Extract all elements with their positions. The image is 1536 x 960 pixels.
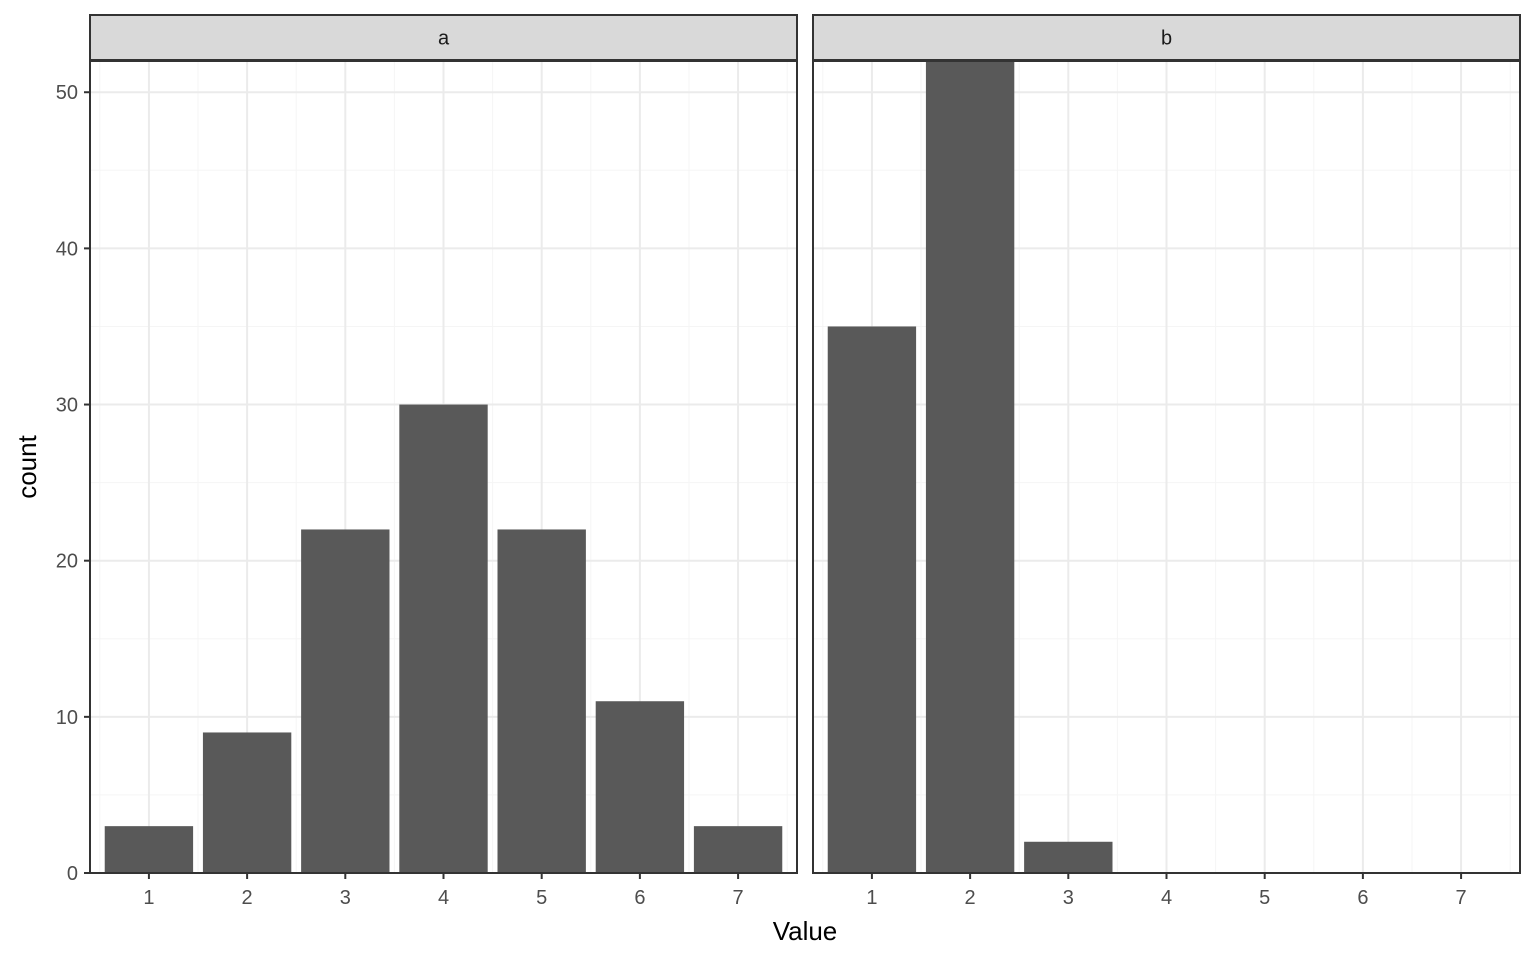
x-tick-label: 3 [340, 887, 351, 909]
y-tick-label: 30 [56, 395, 78, 417]
y-tick-label: 40 [56, 238, 78, 260]
x-tick-label: 5 [536, 887, 547, 909]
bar-b-1 [827, 326, 917, 873]
facet-strip [812, 14, 1521, 61]
x-tick-label: 6 [634, 887, 645, 909]
facet-panel-a: a 1 2 3 4 5 6 7 [89, 14, 798, 909]
bar-a-4 [399, 404, 488, 873]
y-axis-title: count [12, 434, 42, 498]
x-tick-label: 4 [438, 887, 449, 909]
x-tick-label: 6 [1357, 887, 1368, 909]
facet-panel-b: b 1 2 3 4 5 6 7 [812, 14, 1521, 909]
bar-a-2 [202, 732, 292, 873]
x-tick-label: 2 [242, 887, 253, 909]
x-axis-title: Value [773, 916, 838, 946]
x-tick-label: 1 [866, 887, 877, 909]
x-tick-label: 7 [733, 887, 744, 909]
y-tick-label: 20 [56, 551, 78, 573]
y-tick-label: 50 [56, 82, 78, 104]
facet-strip-label: b [1161, 28, 1172, 50]
y-axis: 0 10 20 30 40 50 [56, 82, 90, 885]
x-tick-label: 3 [1063, 887, 1074, 909]
bar-a-1 [104, 826, 194, 873]
bar-a-7 [693, 826, 783, 873]
facet-strip-label: a [438, 28, 450, 50]
bar-a-6 [595, 701, 685, 873]
bar-a-5 [497, 529, 586, 873]
x-tick-label: 4 [1161, 887, 1172, 909]
x-tick-label: 1 [143, 887, 154, 909]
bar-a-3 [301, 529, 390, 873]
bar-b-2 [925, 61, 1015, 873]
facet-strip [89, 14, 798, 61]
y-tick-label: 10 [56, 707, 78, 729]
x-tick-label: 7 [1456, 887, 1467, 909]
x-tick-label: 5 [1259, 887, 1270, 909]
panels-layer: a 1 2 3 4 5 6 7 b 1 2 3 4 5 6 7 [89, 14, 1521, 909]
x-tick-label: 2 [965, 887, 976, 909]
bar-b-3 [1024, 841, 1113, 873]
y-tick-label: 0 [67, 863, 78, 885]
